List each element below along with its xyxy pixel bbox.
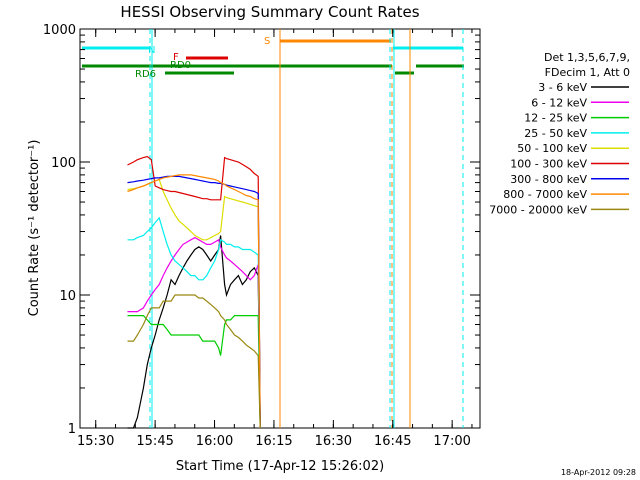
y-tick-label-3: 1000 bbox=[43, 23, 76, 38]
series-lines bbox=[127, 155, 261, 429]
annotation-rd0: RD0 bbox=[170, 60, 191, 71]
x-tick-label-0: 15:30 bbox=[77, 434, 114, 449]
annotation-n: N bbox=[148, 45, 155, 56]
legend: Det 1,3,5,6,7,9, FDecim 1, Att 0 3 - 6 k… bbox=[489, 51, 630, 216]
x-tick-label-3: 16:15 bbox=[255, 434, 292, 449]
legend-label-3: 25 - 50 keV bbox=[524, 127, 587, 140]
annotation-f: F bbox=[173, 52, 179, 63]
x-tick-label-5: 16:45 bbox=[374, 434, 411, 449]
series-line-0 bbox=[127, 235, 261, 429]
y-axis-label: Count Rate (s⁻¹ detector⁻¹) bbox=[27, 140, 42, 317]
series-line-2 bbox=[127, 315, 261, 429]
series-line-1 bbox=[127, 236, 261, 429]
series-line-8 bbox=[127, 294, 261, 429]
x-axis-label: Start Time (17-Apr-12 15:26:02) bbox=[176, 459, 384, 474]
x-tick-label-4: 16:30 bbox=[315, 434, 352, 449]
timestamp: 18-Apr-2012 09:28 bbox=[561, 468, 636, 477]
legend-header-detectors: Det 1,3,5,6,7,9, bbox=[544, 51, 630, 64]
legend-label-2: 12 - 25 keV bbox=[524, 112, 587, 125]
y-tick-label-1: 10 bbox=[59, 289, 76, 304]
legend-label-8: 7000 - 20000 keV bbox=[489, 203, 587, 216]
x-axis-ticks: 15:30 15:45 16:00 16:15 16:30 16:45 17:00 bbox=[77, 29, 473, 449]
y-tick-label-0: 1 bbox=[68, 422, 76, 437]
y-axis-ticks: 1 10 100 1000 bbox=[43, 23, 480, 437]
legend-label-1: 6 - 12 keV bbox=[531, 96, 587, 109]
legend-header-decim: FDecim 1, Att 0 bbox=[545, 66, 630, 79]
legend-label-6: 300 - 800 keV bbox=[510, 173, 587, 186]
series-line-6 bbox=[127, 175, 261, 429]
legend-label-5: 100 - 300 keV bbox=[510, 158, 587, 171]
legend-label-4: 50 - 100 keV bbox=[517, 142, 587, 155]
x-tick-label-1: 15:45 bbox=[136, 434, 173, 449]
legend-label-7: 800 - 7000 keV bbox=[503, 188, 587, 201]
series-line-7 bbox=[127, 174, 261, 429]
annotation-rd6: RD6 bbox=[135, 69, 156, 80]
series-line-5 bbox=[127, 155, 261, 429]
x-tick-label-2: 16:00 bbox=[196, 434, 233, 449]
legend-label-0: 3 - 6 keV bbox=[538, 81, 587, 94]
y-tick-label-2: 100 bbox=[51, 156, 76, 171]
series-line-3 bbox=[127, 216, 261, 429]
chart-title: HESSI Observing Summary Count Rates bbox=[120, 3, 419, 21]
x-tick-label-6: 17:00 bbox=[433, 434, 470, 449]
legend-items: 3 - 6 keV 6 - 12 keV 12 - 25 keV 25 - 50 ke… bbox=[489, 81, 629, 216]
annotation-s: S bbox=[264, 36, 270, 47]
